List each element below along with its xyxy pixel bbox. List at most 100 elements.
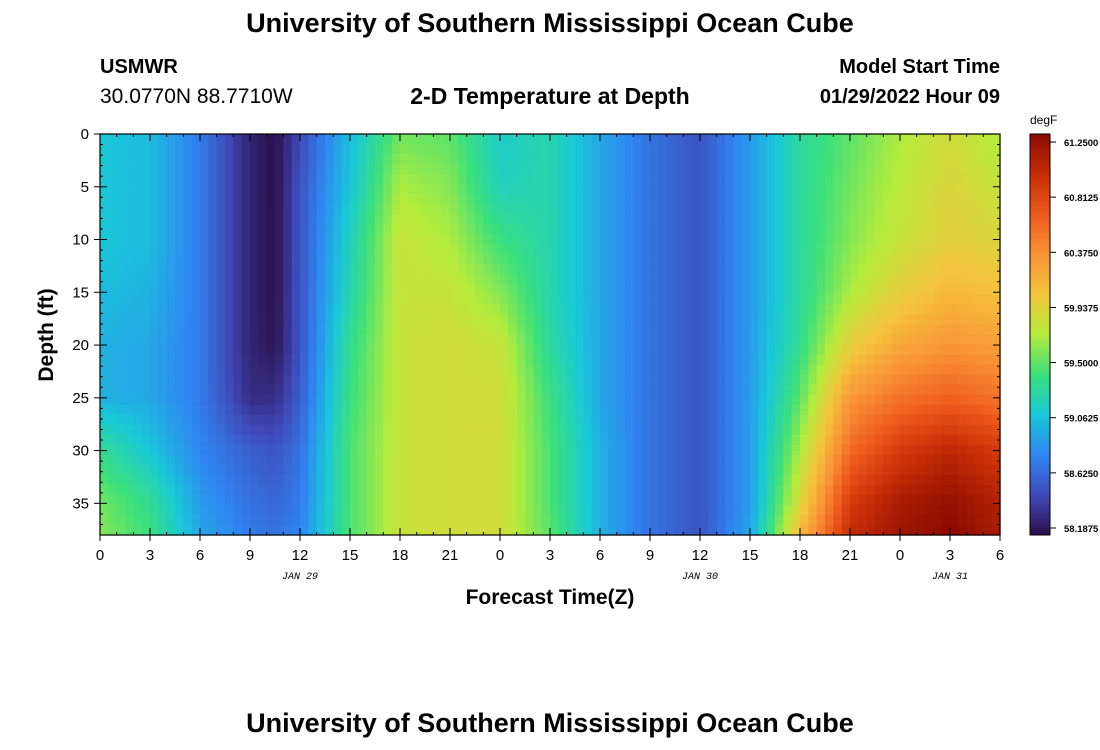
heatmap-cell [858, 294, 868, 306]
heatmap-cell [941, 274, 951, 285]
heatmap-cell [391, 464, 401, 476]
heatmap-cell [750, 174, 759, 185]
heatmap-cell [316, 494, 326, 506]
heatmap-cell [900, 434, 909, 446]
heatmap-cell [325, 164, 334, 175]
heatmap-cell [208, 524, 218, 536]
heatmap-cell [583, 394, 593, 406]
heatmap-cell [316, 484, 326, 496]
heatmap-cell [633, 224, 643, 235]
heatmap-cell [883, 334, 893, 346]
heatmap-cell [758, 384, 768, 396]
heatmap-cell [558, 254, 568, 265]
heatmap-cell [200, 514, 209, 526]
heatmap-cell [425, 274, 434, 285]
heatmap-cell [616, 444, 626, 456]
heatmap-cell [583, 364, 593, 376]
heatmap-cell [416, 194, 426, 205]
heatmap-cell [350, 344, 359, 356]
heatmap-cell [208, 374, 218, 386]
heatmap-cell [408, 374, 418, 386]
heatmap-cell [141, 184, 151, 195]
heatmap-cell [641, 234, 651, 245]
heatmap-cell [175, 294, 184, 306]
heatmap-cell [308, 284, 318, 296]
heatmap-cell [275, 404, 284, 416]
heatmap-cell [550, 434, 559, 446]
heatmap-cell [716, 274, 726, 285]
heatmap-cell [650, 174, 659, 185]
heatmap-cell [700, 524, 709, 536]
heatmap-cell [208, 254, 218, 265]
heatmap-cell [516, 314, 526, 326]
heatmap-cell [108, 204, 118, 215]
heatmap-cell [816, 344, 826, 356]
heatmap-cell [766, 524, 776, 536]
heatmap-cell [966, 224, 976, 235]
heatmap-cell [450, 334, 459, 346]
heatmap-cell [691, 404, 701, 416]
heatmap-cell [466, 174, 476, 185]
heatmap-cell [616, 354, 626, 366]
heatmap-cell [983, 274, 993, 285]
heatmap-cell [808, 294, 818, 306]
heatmap-cell [133, 134, 143, 145]
heatmap-cell [583, 144, 593, 155]
heatmap-cell [800, 254, 809, 265]
heatmap-cell [733, 464, 743, 476]
heatmap-cell [458, 154, 468, 165]
heatmap-cell [591, 304, 601, 316]
heatmap-cell [991, 144, 1001, 155]
heatmap-cell [200, 134, 209, 145]
heatmap-cell [691, 354, 701, 366]
heatmap-cell [308, 234, 318, 245]
heatmap-cell [308, 294, 318, 306]
heatmap-cell [833, 164, 843, 175]
heatmap-cell [125, 224, 134, 235]
heatmap-cell [758, 234, 768, 245]
heatmap-cell [341, 394, 351, 406]
heatmap-cell [558, 144, 568, 155]
heatmap-cell [791, 234, 801, 245]
heatmap-cell [608, 474, 618, 486]
heatmap-cell [925, 404, 934, 416]
heatmap-cell [333, 314, 343, 326]
heatmap-cell [158, 234, 168, 245]
heatmap-cell [150, 494, 159, 506]
heatmap-cell [575, 274, 584, 285]
heatmap-cell [950, 384, 959, 396]
heatmap-cell [641, 424, 651, 436]
heatmap-cell [416, 184, 426, 195]
heatmap-cell [558, 404, 568, 416]
heatmap-cell [691, 464, 701, 476]
heatmap-cell [333, 264, 343, 275]
x-axis-label: Forecast Time(Z) [466, 586, 635, 609]
heatmap-cell [775, 334, 784, 346]
heatmap-cell [466, 154, 476, 165]
heatmap-cell [350, 424, 359, 436]
heatmap-cell [825, 524, 834, 536]
heatmap-cell [116, 144, 126, 155]
heatmap-cell [533, 414, 543, 426]
heatmap-cell [466, 384, 476, 396]
heatmap-cell [733, 384, 743, 396]
heatmap-cell [158, 464, 168, 476]
heatmap-cell [883, 234, 893, 245]
heatmap-cell [258, 224, 268, 235]
heatmap-cell [741, 274, 751, 285]
heatmap-cell [466, 494, 476, 506]
heatmap-cell [825, 224, 834, 235]
heatmap-cell [516, 234, 526, 245]
heatmap-cell [400, 304, 409, 316]
heatmap-cell [641, 194, 651, 205]
heatmap-cell [941, 164, 951, 175]
heatmap-cell [116, 134, 126, 145]
heatmap-cell [108, 504, 118, 516]
heatmap-cell [591, 494, 601, 506]
heatmap-cell [983, 464, 993, 476]
heatmap-cell [250, 354, 259, 366]
y-tick-label: 10 [72, 232, 89, 249]
heatmap-cell [200, 254, 209, 265]
heatmap-cell [708, 234, 718, 245]
heatmap-cell [816, 424, 826, 436]
